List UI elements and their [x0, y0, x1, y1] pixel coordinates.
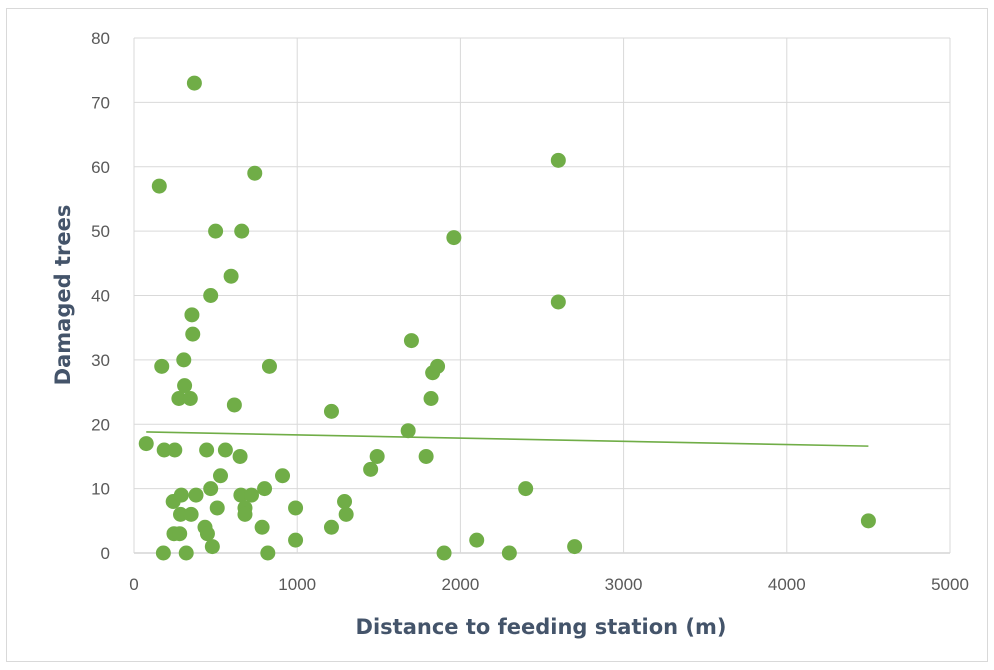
- trendline-layer: [146, 431, 869, 447]
- data-point: [436, 545, 452, 561]
- data-point: [209, 500, 225, 516]
- data-point: [156, 442, 172, 458]
- data-point: [369, 448, 385, 464]
- data-point: [138, 436, 154, 452]
- data-point: [469, 532, 485, 548]
- x-tick-label: 2000: [441, 575, 479, 594]
- trendline: [146, 431, 869, 447]
- y-tick-label: 20: [91, 415, 110, 434]
- y-tick-label: 0: [101, 544, 110, 563]
- gridlines: [133, 37, 951, 554]
- data-point: [212, 468, 228, 484]
- y-tick-label: 50: [91, 222, 110, 241]
- data-point: [288, 500, 304, 516]
- data-point: [184, 307, 200, 323]
- data-point: [199, 442, 215, 458]
- data-point: [418, 448, 434, 464]
- data-point: [188, 487, 204, 503]
- data-point: [338, 506, 354, 522]
- data-point: [177, 378, 193, 394]
- data-points: [138, 75, 876, 561]
- data-point: [232, 448, 248, 464]
- x-tick-label: 3000: [605, 575, 643, 594]
- data-point: [176, 352, 192, 368]
- data-point: [323, 403, 339, 419]
- data-point: [275, 468, 291, 484]
- data-point: [208, 223, 224, 239]
- data-point: [550, 152, 566, 168]
- y-tick-label: 60: [91, 158, 110, 177]
- data-point: [204, 539, 220, 555]
- data-point: [363, 461, 379, 477]
- data-point: [323, 519, 339, 535]
- y-tick-label: 30: [91, 351, 110, 370]
- data-point: [237, 506, 253, 522]
- data-point: [423, 391, 439, 406]
- data-point: [171, 391, 187, 406]
- data-point: [155, 545, 171, 561]
- data-point: [172, 526, 188, 542]
- data-point: [173, 506, 189, 522]
- data-point: [257, 481, 273, 497]
- data-point: [400, 423, 416, 439]
- data-point: [550, 294, 566, 310]
- data-point: [217, 442, 233, 458]
- data-point: [337, 494, 353, 509]
- data-point: [860, 513, 876, 529]
- data-point: [182, 391, 198, 406]
- x-tick-label: 4000: [768, 575, 806, 594]
- data-point: [518, 481, 534, 497]
- data-point: [173, 487, 189, 503]
- data-point: [226, 397, 242, 413]
- data-point: [151, 178, 167, 194]
- data-point: [403, 333, 419, 349]
- data-point: [260, 545, 276, 561]
- data-point: [247, 165, 263, 181]
- x-tick-label: 1000: [278, 575, 316, 594]
- data-point: [254, 519, 270, 535]
- data-point: [154, 358, 170, 374]
- y-tick-label: 10: [91, 480, 110, 499]
- data-point: [567, 539, 583, 555]
- data-point: [185, 326, 201, 342]
- data-point: [199, 526, 215, 542]
- x-axis-title: Distance to feeding station (m): [356, 615, 727, 639]
- data-point: [183, 506, 199, 522]
- tick-labels: 0 10 20 30 40 50 60 70 80 0 1000 2000 3000 4000 5000: [91, 29, 969, 594]
- y-tick-label: 40: [91, 287, 110, 306]
- data-point: [234, 223, 250, 239]
- data-point: [261, 358, 277, 374]
- y-tick-label: 70: [91, 93, 110, 112]
- y-tick-label: 80: [91, 29, 110, 48]
- x-tick-label: 0: [129, 575, 138, 594]
- data-point: [178, 545, 194, 561]
- data-point: [167, 442, 183, 458]
- y-axis-title: Damaged trees: [51, 205, 75, 386]
- data-point: [430, 358, 446, 374]
- data-point: [501, 545, 517, 561]
- data-point: [446, 230, 462, 246]
- data-point: [186, 75, 202, 91]
- data-point: [233, 487, 249, 503]
- data-point: [288, 532, 304, 548]
- x-tick-label: 5000: [931, 575, 969, 594]
- data-point: [244, 487, 260, 503]
- data-point: [203, 481, 219, 497]
- data-point: [203, 288, 219, 303]
- data-point: [223, 268, 239, 284]
